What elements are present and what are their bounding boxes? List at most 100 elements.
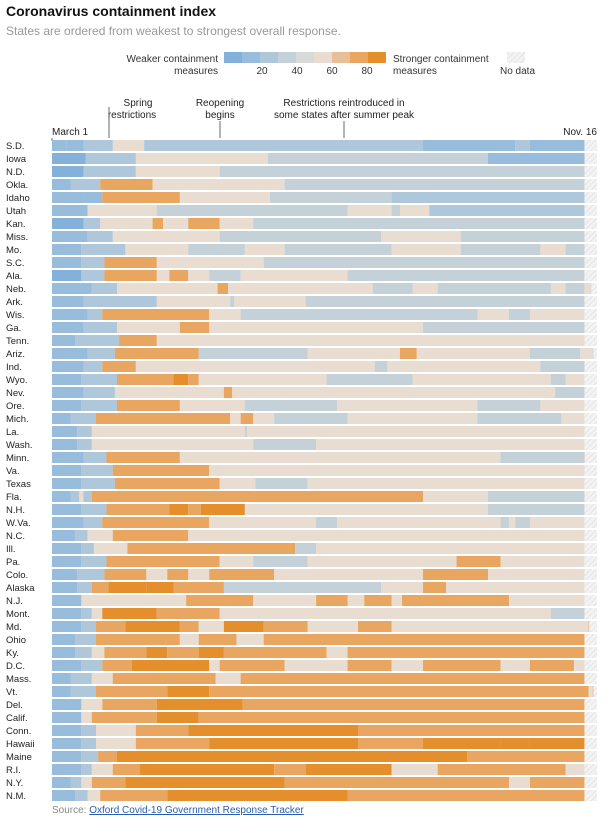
heatmap-cell	[52, 569, 78, 580]
heatmap-cell	[219, 608, 551, 619]
annot-spring-line2: restrictions	[108, 110, 156, 121]
heatmap-cell	[81, 764, 92, 775]
heatmap-cell	[188, 569, 210, 580]
heatmap-cell	[81, 777, 92, 788]
heatmap-cell	[198, 647, 224, 658]
heatmap-cell	[529, 738, 585, 749]
state-label: N.H.	[6, 505, 25, 516]
heatmap-cell	[52, 309, 88, 320]
state-row: Ore.	[6, 400, 597, 412]
heatmap-cell	[81, 608, 92, 619]
heatmap-cell	[234, 296, 306, 307]
heatmap-cell	[267, 153, 488, 164]
state-label: Texas	[6, 479, 31, 490]
heatmap-cell	[104, 569, 147, 580]
heatmap-cell	[87, 205, 157, 216]
heatmap-cell	[337, 517, 501, 528]
heatmap-cell	[91, 764, 113, 775]
heatmap-cell	[52, 257, 82, 268]
heatmap-cell	[102, 660, 132, 671]
legend-nodata-label: No data	[500, 66, 535, 77]
heatmap-cell	[529, 348, 581, 359]
source-link[interactable]: Oxford Covid-19 Government Response Trac…	[89, 805, 304, 816]
legend-swatch	[314, 52, 332, 63]
heatmap-cell	[423, 582, 447, 593]
heatmap-cell	[81, 257, 105, 268]
heatmap-cell	[209, 465, 585, 476]
heatmap-cell	[240, 413, 254, 424]
legend-strong-label-line1: Stronger containment	[393, 54, 489, 65]
heatmap-cell	[565, 244, 585, 255]
heatmap-cell	[399, 348, 417, 359]
heatmap-cell	[52, 439, 78, 450]
heatmap-cell	[146, 569, 168, 580]
heatmap-cell	[263, 257, 585, 268]
legend-weak-label-line1: Weaker containment	[126, 54, 218, 65]
heatmap-cell	[81, 400, 117, 411]
heatmap-cell	[127, 543, 296, 554]
heatmap-cell	[104, 647, 147, 658]
legend-color-scale	[224, 52, 386, 63]
heatmap-cell	[52, 790, 76, 801]
heatmap-cell	[253, 218, 585, 229]
heatmap-cell	[437, 764, 566, 775]
heatmap-cell	[52, 595, 82, 606]
heatmap-cell	[508, 517, 516, 528]
heatmap-cell	[358, 738, 424, 749]
heatmap-cell	[529, 140, 585, 151]
heatmap-cell	[75, 790, 88, 801]
heatmap-cell	[83, 361, 103, 372]
heatmap-cell	[219, 478, 256, 489]
state-row: Mass.	[6, 673, 597, 685]
legend-weak-label-line2: measures	[174, 66, 218, 77]
state-row: Calif.	[6, 712, 597, 724]
heatmap-cell	[52, 582, 78, 593]
heatmap-cell	[52, 166, 84, 177]
heatmap-cell	[91, 608, 103, 619]
state-row: S.C.	[6, 257, 597, 269]
heatmap-cell	[173, 582, 224, 593]
heatmap-cell	[140, 764, 275, 775]
state-row: Utah	[6, 205, 597, 217]
state-label: Va.	[6, 466, 20, 477]
heatmap-cell	[102, 361, 136, 372]
heatmap-cell	[477, 309, 509, 320]
heatmap-cell	[274, 413, 348, 424]
heatmap-cell	[316, 439, 585, 450]
heatmap-cell	[565, 374, 585, 385]
heatmap-cell	[209, 517, 317, 528]
legend-swatch	[368, 52, 386, 63]
heatmap-cell	[316, 517, 338, 528]
heatmap-cell	[77, 426, 92, 437]
heatmap-cell	[592, 686, 594, 697]
heatmap-cell	[135, 725, 189, 736]
chart-subtitle: States are ordered from weakest to stron…	[6, 24, 341, 38]
heatmap-cell	[169, 270, 189, 281]
heatmap-cell	[565, 283, 585, 294]
heatmap-cell	[209, 270, 241, 281]
heatmap-cell	[198, 166, 220, 177]
state-label: Wash.	[6, 440, 33, 451]
axis-start-label: March 1	[52, 127, 89, 138]
state-label: Ark.	[6, 297, 23, 308]
heatmap-cell	[102, 192, 180, 203]
heatmap-cell	[52, 465, 82, 476]
heatmap-cell	[508, 777, 530, 788]
state-row: Wash.	[6, 439, 597, 451]
heatmap-cell	[592, 348, 594, 359]
legend-swatch	[278, 52, 296, 63]
state-label: Nev.	[6, 388, 25, 399]
heatmap-cell	[96, 738, 136, 749]
heatmap-cell	[284, 179, 585, 190]
heatmap-cell	[550, 283, 566, 294]
heatmap-cell	[179, 166, 199, 177]
heatmap-cell	[391, 660, 424, 671]
heatmap-cell	[209, 309, 241, 320]
heatmap-cell	[91, 673, 113, 684]
heatmap-cell	[188, 374, 199, 385]
heatmap-cell	[100, 790, 168, 801]
state-label: Ga.	[6, 323, 21, 334]
heatmap-cell	[223, 621, 264, 632]
heatmap-cell	[91, 777, 126, 788]
heatmap-cell	[215, 673, 241, 684]
